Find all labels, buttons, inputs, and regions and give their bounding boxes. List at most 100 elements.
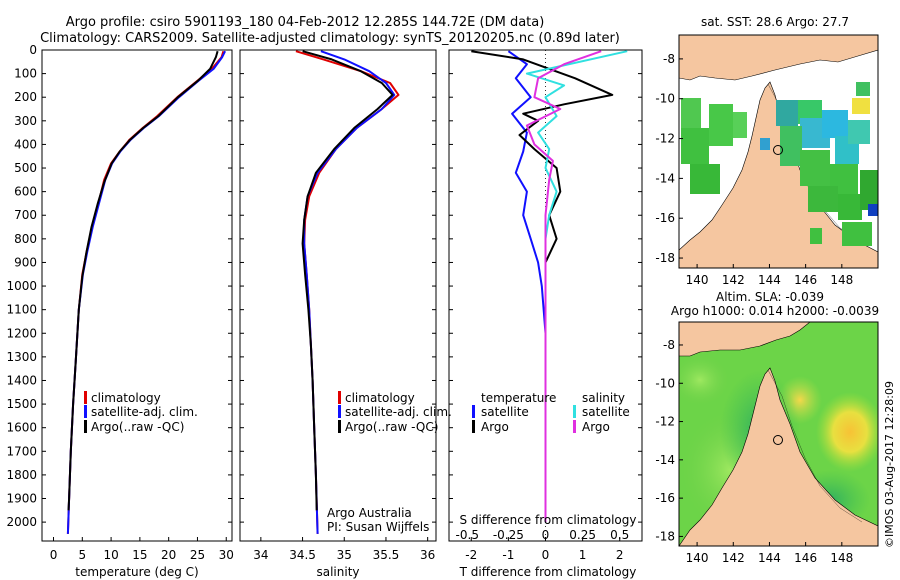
x-tick-label: 15 [132, 548, 147, 562]
legend-swatch-t-satellite [472, 405, 475, 418]
depth-tick-label: 1800 [6, 468, 37, 482]
x-tick-label: -1 [502, 548, 514, 562]
difference-series [471, 50, 628, 523]
legend-swatch-climatology [84, 391, 87, 404]
map-y-tick-label: -16 [655, 211, 675, 225]
map-x-tick-label: 142 [722, 551, 745, 565]
series-line-argo [67, 50, 219, 511]
sla-map [679, 322, 878, 546]
difference-xlabel-top: S difference from climatology [460, 513, 637, 527]
map-y-tick-label: -12 [655, 415, 675, 429]
map-x-tick-label: 140 [686, 273, 709, 287]
legend-heading-salinity: salinity [582, 391, 625, 405]
s-tick-label: -0.25 [493, 528, 524, 542]
sst-cells [681, 82, 878, 246]
legend-heading-temperature: temperature [481, 391, 556, 405]
temperature-axis-ticks: 0 5 10 15 20 25 30 [50, 537, 234, 562]
legend-swatch-t-argo [472, 420, 475, 433]
legend-swatch-climatology [338, 391, 341, 404]
sla-map-frame [678, 321, 879, 547]
legend-label-climatology: climatology [345, 391, 415, 405]
legend-swatch-argo [338, 420, 341, 433]
temperature-plot-frame [41, 49, 233, 542]
s-tick-label: 0.5 [610, 528, 629, 542]
salinity-legend: climatology satellite-adj. clim. Argo(..… [338, 391, 452, 434]
legend-swatch-satellite [84, 405, 87, 418]
sla-map-ticks: 140 142 144 146 148 -8 -10 -12 -14 -16 -18 [655, 338, 853, 565]
depth-tick-label: 200 [14, 90, 37, 104]
salinity-plot-frame [239, 49, 437, 542]
map-y-tick-label: -8 [663, 338, 675, 352]
depth-tick-label: 700 [14, 208, 37, 222]
sst-map [679, 35, 878, 268]
s-tick-label: 0.25 [569, 528, 596, 542]
map-x-tick-label: 144 [758, 551, 781, 565]
argo-australia-note: Argo Australia [327, 506, 412, 520]
legend-label-satellite: satellite-adj. clim. [345, 405, 452, 419]
map-x-tick-label: 148 [830, 273, 853, 287]
temperature-series [66, 50, 226, 534]
temperature-legend: climatology satellite-adj. clim. Argo(..… [84, 391, 198, 434]
series-line-s-satellite [525, 50, 628, 523]
legend-label-s-argo: Argo [582, 420, 610, 434]
x-tick-label: 36 [420, 548, 435, 562]
depth-tick-label: 1900 [6, 492, 37, 506]
land-cape-york [679, 367, 878, 546]
pi-note: PI: Susan Wijffels [327, 520, 429, 534]
title-line-1: Argo profile: csiro 5901193_180 04-Feb-2… [66, 15, 545, 30]
legend-label-satellite: satellite-adj. clim. [91, 405, 198, 419]
map-y-tick-label: -8 [663, 52, 675, 66]
salinity-xlabel: salinity [316, 565, 359, 579]
sst-map-ticks: 140 142 144 146 148 -8 -10 -12 -14 -16 -18 [655, 52, 853, 287]
difference-axis-ticks: -2 -1 0 1 2-0.5 -0.25 0 0.25 0.5 [456, 50, 629, 562]
x-tick-label: 5 [78, 548, 86, 562]
depth-axis-ticks: 0 100 200 300 400 500 600 700 800 900 1000 1100 1200… [6, 43, 642, 529]
depth-tick-label: 2000 [6, 515, 37, 529]
series-line-t-satellite [507, 50, 547, 523]
legend-label-argo: Argo(..raw -QC) [345, 420, 438, 434]
depth-tick-label: 800 [14, 232, 37, 246]
series-line-climatology [66, 50, 225, 534]
x-tick-label: 0 [542, 548, 550, 562]
x-tick-label: -2 [465, 548, 477, 562]
x-tick-label: 34.5 [289, 548, 316, 562]
temperature-xlabel: temperature (deg C) [75, 565, 198, 579]
map-y-tick-label: -16 [655, 491, 675, 505]
map-x-tick-label: 146 [794, 551, 817, 565]
map-y-tick-label: -12 [655, 132, 675, 146]
salinity-axis-ticks: 34 34.5 35 35.5 36 [253, 537, 435, 562]
land-png-north [679, 322, 811, 357]
depth-tick-label: 500 [14, 161, 37, 175]
x-tick-label: 0 [50, 548, 58, 562]
depth-tick-label: 100 [14, 67, 37, 81]
series-line-t-argo [471, 50, 614, 511]
x-tick-label: 34 [253, 548, 268, 562]
series-line-argo [301, 50, 394, 511]
x-tick-label: 2 [616, 548, 624, 562]
sst-map-title: sat. SST: 28.6 Argo: 27.7 [701, 15, 849, 29]
map-y-tick-label: -18 [655, 529, 675, 543]
legend-swatch-argo [84, 420, 87, 433]
depth-tick-label: 1100 [6, 303, 37, 317]
series-line-climatology [295, 50, 400, 534]
map-x-tick-label: 144 [758, 273, 781, 287]
depth-tick-label: 1600 [6, 421, 37, 435]
sla-map-title-1: Altim. SLA: -0.039 [716, 290, 824, 304]
series-line-s-argo [525, 50, 602, 523]
salinity-series [295, 50, 400, 534]
legend-label-s-satellite: satellite [582, 405, 630, 419]
map-y-tick-label: -14 [655, 453, 675, 467]
legend-swatch-s-argo [573, 420, 576, 433]
map-x-tick-label: 142 [722, 273, 745, 287]
legend-swatch-satellite [338, 405, 341, 418]
depth-tick-label: 900 [14, 255, 37, 269]
land-png [820, 322, 878, 374]
depth-tick-label: 1000 [6, 279, 37, 293]
depth-tick-label: 300 [14, 114, 37, 128]
depth-tick-label: 1500 [6, 397, 37, 411]
difference-legend: temperature salinity satellite Argo sate… [472, 391, 630, 434]
legend-label-t-satellite: satellite [481, 405, 529, 419]
argo-position-marker [773, 145, 783, 155]
x-tick-label: 25 [190, 548, 205, 562]
s-tick-label: -0.5 [456, 528, 479, 542]
